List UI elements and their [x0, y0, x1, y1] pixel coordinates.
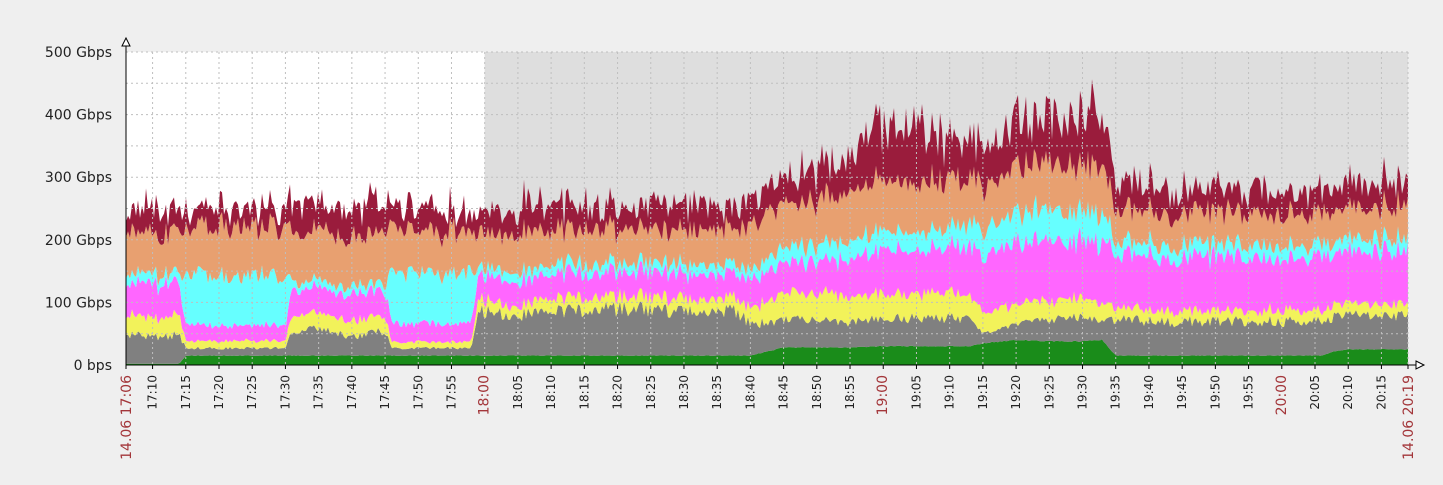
x-tick-label: 18:30 [677, 375, 691, 410]
x-tick-label: 17:30 [278, 375, 292, 410]
x-tick-label: 19:10 [943, 375, 957, 410]
series-area-3 [126, 285, 1408, 350]
x-tick-label: 18:40 [743, 375, 757, 410]
x-tick-label-major: 18:00 [477, 375, 493, 415]
x-tick-label-major: 19:00 [875, 375, 891, 415]
x-tick-label: 19:55 [1242, 375, 1256, 410]
x-tick-label: 19:45 [1175, 375, 1189, 410]
x-tick-label: 19:15 [976, 375, 990, 410]
x-tick-label: 17:15 [179, 375, 193, 410]
axes [121, 36, 1426, 370]
x-tick-label: 20:05 [1308, 375, 1322, 410]
x-tick-label: 17:35 [312, 375, 326, 410]
x-tick-label: 17:20 [212, 375, 226, 410]
series-area-7 [126, 79, 1408, 248]
y-tick-label: 200 Gbps [45, 233, 112, 249]
x-tick-label: 18:45 [777, 375, 791, 410]
x-tick-label: 19:40 [1142, 375, 1156, 410]
x-axis-arrow [1415, 360, 1426, 370]
x-tick-label: 17:45 [378, 375, 392, 410]
grid-lines [126, 51, 1409, 365]
x-tick-label: 18:35 [710, 375, 724, 410]
x-tick-label: 19:20 [1009, 375, 1023, 410]
series-area-4 [126, 226, 1408, 344]
y-tick-label: 400 Gbps [45, 108, 112, 124]
series-area-5 [126, 194, 1408, 329]
x-tick-label: 18:55 [843, 375, 857, 410]
x-tick-label-major: 20:00 [1274, 375, 1290, 415]
x-tick-label: 17:55 [444, 375, 458, 410]
y-tick-labels: 0 bps 100 Gbps 200 Gbps 300 Gbps 400 Gbps 500… [45, 45, 112, 374]
x-tick-label: 19:50 [1208, 375, 1222, 410]
x-tick-label: 17:25 [245, 375, 259, 410]
x-tick-label: 20:10 [1341, 375, 1355, 410]
x-tick-label: 18:25 [644, 375, 658, 410]
x-tick-label: 19:05 [909, 375, 923, 410]
x-tick-labels: 17:10 17:15 17:20 17:25 17:30 17:35 17:40 17:45… [119, 375, 1417, 460]
x-tick-label: 18:10 [544, 375, 558, 410]
x-tick-label: 17:40 [345, 375, 359, 410]
x-tick-label: 18:50 [810, 375, 824, 410]
x-tick-label: 18:20 [611, 375, 625, 410]
x-end-label: 14.06 20:19 [1401, 375, 1417, 460]
y-tick-label: 0 bps [74, 358, 112, 374]
series-area-2 [126, 301, 1408, 364]
series-area-1 [126, 339, 1408, 365]
y-tick-label: 500 Gbps [45, 45, 112, 61]
x-tick-label: 19:25 [1042, 375, 1056, 410]
x-start-label: 14.06 17:06 [119, 375, 135, 460]
x-tick-label: 19:35 [1109, 375, 1123, 410]
x-tick-label: 19:30 [1076, 375, 1090, 410]
x-tick-label: 17:50 [411, 375, 425, 410]
x-tick-label: 18:15 [577, 375, 591, 410]
series-area-6 [126, 149, 1408, 293]
y-axis-arrow [121, 36, 131, 47]
y-tick-label: 100 Gbps [45, 295, 112, 311]
series-areas [126, 79, 1408, 365]
x-tick-label: 18:05 [511, 375, 525, 410]
x-tick-label: 20:15 [1374, 375, 1388, 410]
x-tick-label: 17:10 [146, 375, 160, 410]
y-tick-label: 300 Gbps [45, 170, 112, 186]
